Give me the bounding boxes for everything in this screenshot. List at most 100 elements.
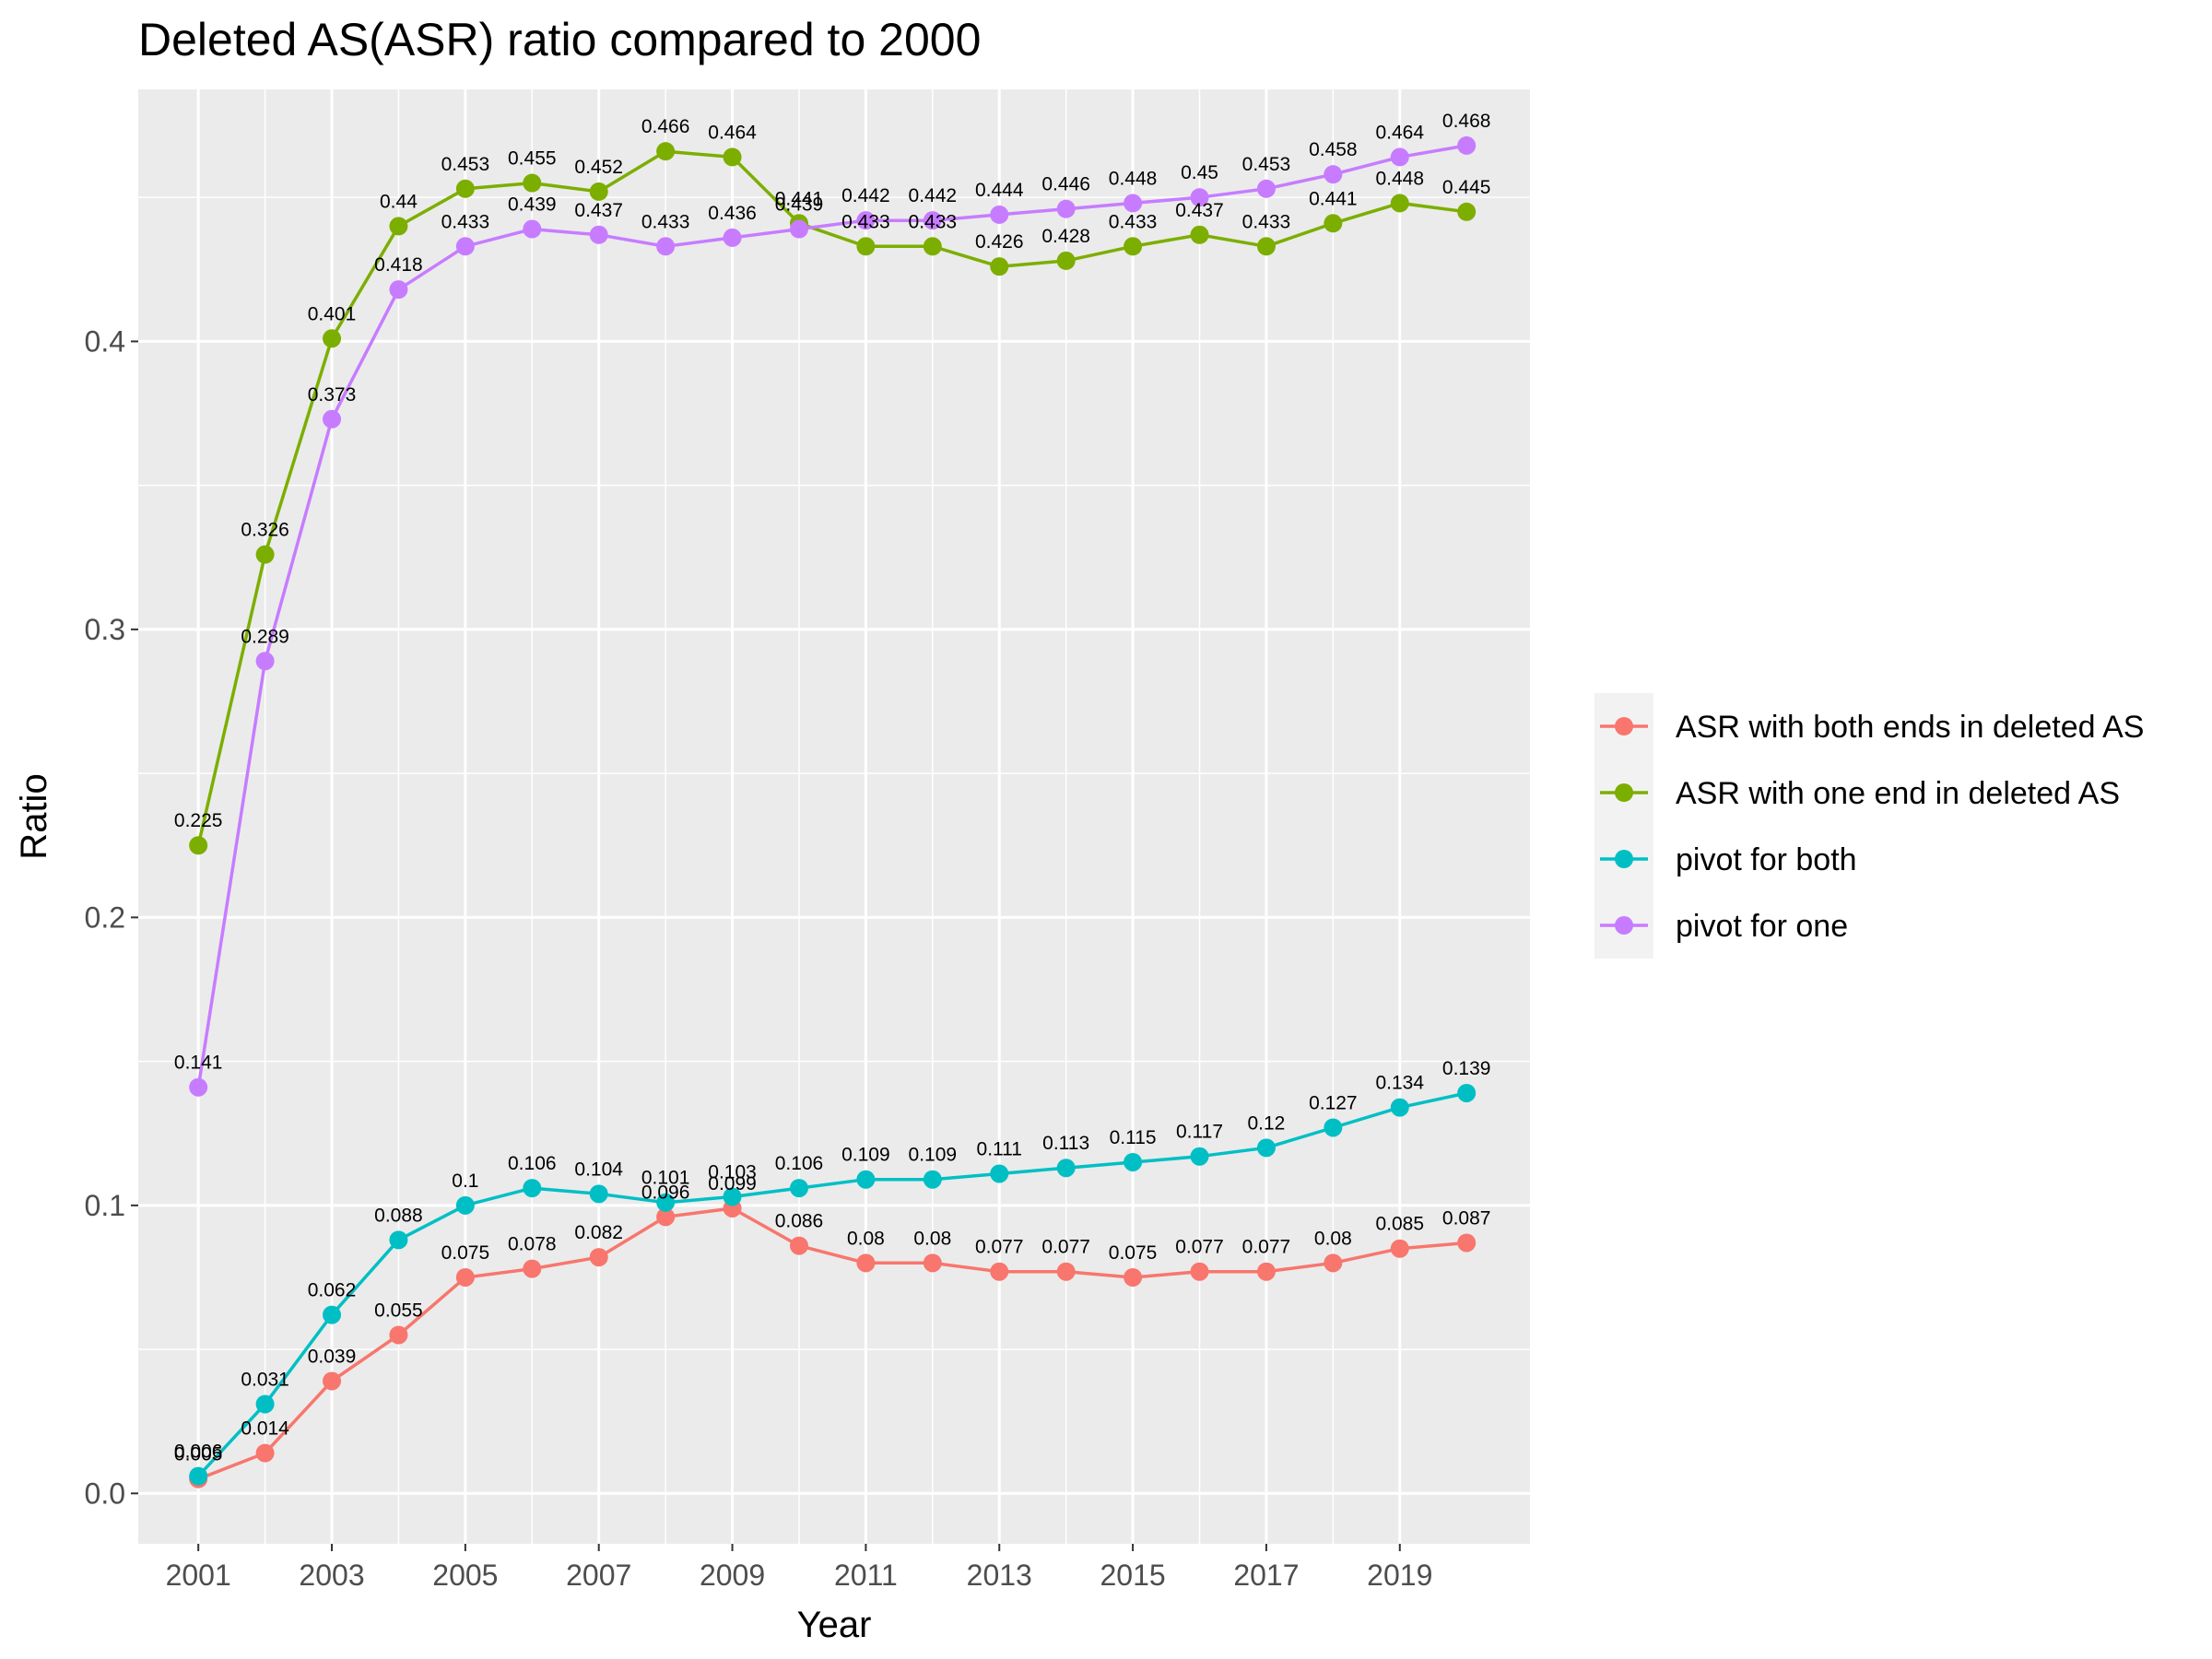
data-label: 0.077: [1242, 1237, 1291, 1258]
data-point: [389, 217, 408, 236]
data-point: [189, 1466, 208, 1486]
data-label: 0.109: [909, 1145, 958, 1166]
data-point: [1390, 1098, 1409, 1117]
legend-label: pivot for both: [1676, 842, 1857, 877]
data-point: [789, 1179, 808, 1198]
data-label: 0.113: [1042, 1133, 1089, 1154]
data-label: 0.464: [1375, 122, 1424, 143]
data-point: [723, 228, 742, 247]
data-label: 0.433: [909, 211, 958, 232]
series-line: [196, 144, 1467, 1088]
data-label: 0.448: [1375, 168, 1424, 189]
data-label: 0.428: [1041, 226, 1090, 247]
y-axis-title: Ratio: [14, 773, 54, 859]
plot-panel: [138, 89, 1530, 1544]
data-label: 0.426: [975, 231, 1024, 253]
data-point: [323, 1371, 342, 1391]
data-point: [589, 182, 608, 201]
x-tick-label: 2005: [432, 1559, 498, 1592]
minor-gridlines: [138, 89, 1530, 1544]
data-label: 0.08: [913, 1228, 951, 1249]
legend-item: pivot for both: [1600, 842, 1857, 877]
data-label: 0.127: [1309, 1092, 1358, 1113]
y-tick-label: 0.0: [85, 1477, 125, 1510]
data-point: [189, 836, 208, 855]
legend-key-background: [1594, 693, 1653, 959]
data-label: 0.106: [775, 1153, 824, 1174]
data-label: 0.401: [308, 303, 357, 324]
data-label: 0.453: [441, 154, 490, 175]
data-point: [1324, 1118, 1343, 1137]
data-label: 0.433: [1242, 211, 1291, 232]
data-point: [389, 280, 408, 300]
data-label: 0.326: [241, 520, 289, 541]
axis-ticks: [131, 340, 1401, 1551]
x-axis-title: Year: [797, 1605, 872, 1645]
data-point: [255, 652, 275, 671]
data-label: 0.106: [508, 1153, 557, 1174]
series-line: [197, 1206, 1467, 1481]
data-label: 0.078: [508, 1234, 557, 1255]
data-label: 0.115: [1110, 1127, 1157, 1148]
data-point: [1324, 214, 1343, 233]
data-point: [1256, 237, 1276, 256]
data-label: 0.109: [841, 1145, 890, 1166]
data-point: [856, 237, 876, 256]
data-label: 0.433: [641, 211, 690, 232]
y-tick-label: 0.2: [85, 900, 125, 934]
data-point: [723, 1187, 742, 1206]
data-point: [455, 1267, 475, 1287]
data-label: 0.082: [574, 1222, 623, 1243]
data-point: [323, 1305, 342, 1324]
data-label: 0.117: [1176, 1122, 1223, 1143]
data-label: 0.444: [975, 180, 1024, 201]
data-point: [1124, 1152, 1143, 1171]
data-point: [255, 1443, 275, 1463]
data-point: [389, 1230, 408, 1250]
data-point: [455, 179, 475, 198]
data-label: 0.458: [1309, 139, 1358, 160]
data-label: 0.075: [441, 1242, 490, 1264]
data-label: 0.468: [1442, 111, 1491, 132]
x-tick-label: 2007: [566, 1559, 631, 1592]
data-point: [1324, 165, 1343, 184]
data-label: 0.433: [441, 211, 490, 232]
data-label: 0.437: [574, 200, 623, 221]
data-point: [789, 219, 808, 239]
data-point: [923, 211, 942, 230]
data-point: [990, 1262, 1009, 1281]
x-axis-tick-labels: 2001 2003 2005 2007 2009 2011 2013 2015 2017 2019: [166, 1559, 1433, 1592]
data-label: 0.006: [174, 1441, 223, 1463]
data-point: [523, 1179, 542, 1198]
legend-item: ASR with both ends in deleted AS: [1600, 710, 2144, 745]
data-label: 0.077: [975, 1237, 1024, 1258]
data-label: 0.441: [775, 188, 824, 209]
data-point: [1190, 188, 1209, 207]
y-tick-label: 0.1: [85, 1189, 125, 1222]
data-label: 0.075: [1109, 1242, 1158, 1264]
data-point: [1124, 1267, 1143, 1287]
data-point: [1056, 1159, 1076, 1178]
data-label: 0.077: [1041, 1237, 1090, 1258]
legend-key-point: [1615, 717, 1633, 735]
x-tick-label: 2001: [166, 1559, 231, 1592]
data-label: 0.453: [1242, 154, 1291, 175]
data-point: [323, 329, 342, 348]
data-label: 0.437: [1175, 200, 1224, 221]
data-point: [189, 1077, 208, 1097]
data-label: 0.418: [374, 254, 423, 276]
data-label: 0.103: [708, 1161, 757, 1182]
data-label: 0.452: [574, 157, 623, 178]
major-gridlines: [138, 89, 1530, 1544]
data-label: 0.039: [308, 1346, 357, 1367]
data-label: 0.12: [1247, 1112, 1285, 1134]
y-axis-tick-labels: 0.0 0.1 0.2 0.3 0.4: [85, 324, 125, 1510]
data-label: 0.441: [1309, 188, 1358, 209]
legend: ASR with both ends in deleted AS ASR with…: [1594, 693, 2144, 959]
data-label: 0.099: [708, 1173, 757, 1194]
data-label: 0.134: [1375, 1073, 1424, 1094]
data-label: 0.077: [1175, 1237, 1224, 1258]
data-point: [990, 205, 1009, 224]
data-point: [723, 147, 742, 167]
